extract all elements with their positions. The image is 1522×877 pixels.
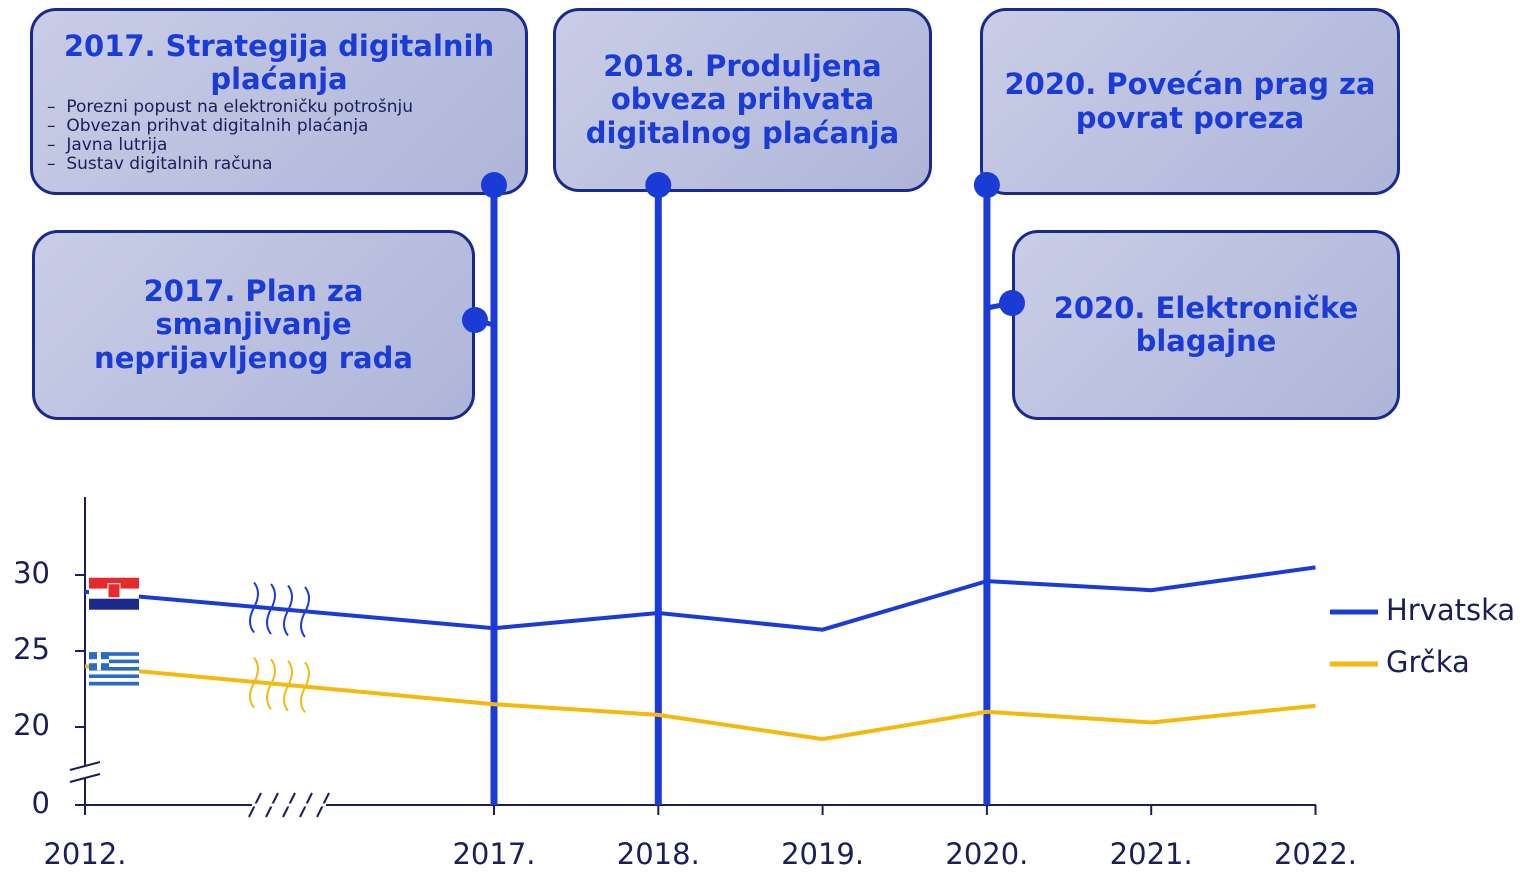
x-tick-label: 2019. [781,837,864,871]
flag [89,671,139,675]
legend-label: Grčka [1386,645,1470,679]
legend-label: Hrvatska [1386,593,1515,627]
flag [108,584,120,598]
event-dot [481,172,507,198]
x-tick-label: 2012. [43,837,126,871]
page: (() => { const data = JSON.parse(documen… [0,0,1522,877]
y-tick-label: 25 [13,632,50,666]
x-tick-label: 2022. [1274,837,1357,871]
flag [89,678,139,682]
x-tick-label: 2018. [617,837,700,871]
flag [89,682,139,686]
y-tick-label: 30 [13,556,50,590]
series-line [85,567,1316,629]
event-dot [999,290,1025,316]
event-dot [462,307,488,333]
event-dot [974,172,1000,198]
x-tick-label: 2020. [945,837,1028,871]
x-tick-label: 2017. [452,837,535,871]
chart: 0 20 25 30 2012. 2017. 2018. 2019. 2020. 2021. 202… [0,0,1522,877]
series-line [85,666,1316,739]
y-tick-label: 0 [32,786,50,820]
event-dot [645,172,671,198]
x-tick-label: 2021. [1110,837,1193,871]
flag [89,674,139,678]
y-tick-label: 20 [13,708,50,742]
flag [89,659,109,663]
flag [89,599,139,610]
